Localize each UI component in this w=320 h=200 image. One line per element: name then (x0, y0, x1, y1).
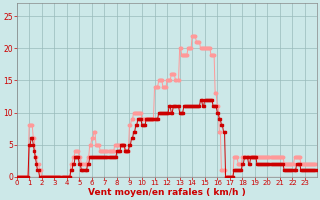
X-axis label: Vent moyen/en rafales ( km/h ): Vent moyen/en rafales ( km/h ) (88, 188, 245, 197)
